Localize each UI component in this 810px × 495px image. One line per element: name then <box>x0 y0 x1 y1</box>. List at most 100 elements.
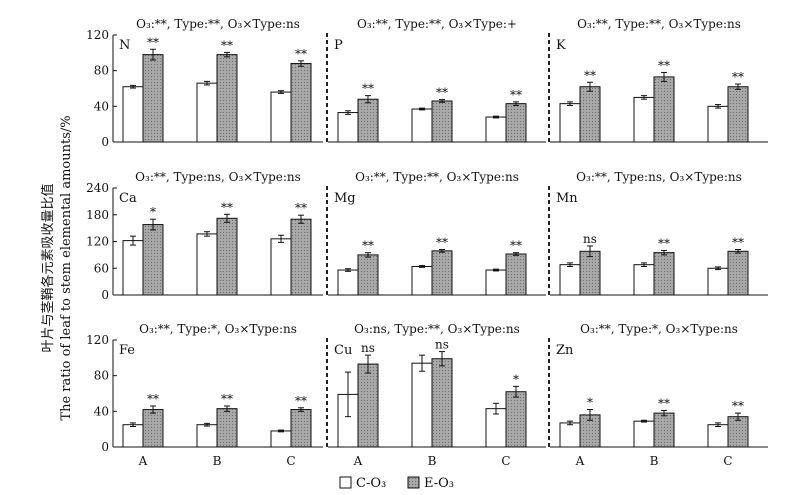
significance-label: ** <box>732 70 744 84</box>
legend-label-e-o3: E-O₃ <box>424 476 454 491</box>
legend-label-c-o3: C-O₃ <box>356 476 386 491</box>
bar-c-o3-b <box>411 362 433 448</box>
bar-e-o3-c <box>290 218 312 296</box>
significance-label: ** <box>732 236 744 250</box>
bar-e-o3-c <box>505 103 527 143</box>
bar-c-o3-c <box>707 267 729 296</box>
x-tick-label: A <box>138 454 148 468</box>
panel-fe: 0 40 80 120 Fe O₃:**, Type:*, O₃×Type:ns ** ** *… <box>86 322 323 454</box>
y-tick-label: 0 <box>101 440 109 454</box>
bar-c-o3-a <box>122 424 144 448</box>
significance-label: ** <box>221 200 233 214</box>
significance-label: ** <box>362 239 374 253</box>
significance-label: ** <box>436 236 448 250</box>
significance-label: ** <box>732 399 744 413</box>
legend-swatch-c-o3 <box>339 476 352 489</box>
bar-c-o3-a <box>559 422 581 448</box>
significance-label: ** <box>658 58 670 72</box>
significance-label: ** <box>510 88 522 102</box>
bar-e-o3-c <box>727 250 749 296</box>
significance-label: ns <box>435 338 449 352</box>
panel-label: Cu <box>334 343 352 358</box>
x-tick-label: B <box>213 454 222 468</box>
bar-e-o3-b <box>216 217 238 296</box>
significance-label: ns <box>361 341 375 355</box>
significance-label: * <box>513 372 519 386</box>
significance-label: * <box>587 396 593 410</box>
bar-c-o3-c <box>707 424 729 448</box>
x-tick-label: C <box>286 454 295 468</box>
y-tick-label: 80 <box>94 64 109 78</box>
y-tick-label: 60 <box>94 261 109 275</box>
y-tick-label: 40 <box>94 404 109 418</box>
panel-stats: O₃:ns, Type:**, O₃×Type:ns <box>354 322 520 336</box>
y-tick-label: 40 <box>94 99 109 113</box>
bar-e-o3-b <box>653 412 675 448</box>
panel-label: K <box>556 38 566 53</box>
y-tick-label: 80 <box>94 369 109 383</box>
bar-c-o3-a <box>337 269 359 296</box>
panel-mg: Mg O₃:**, Type:**, O₃×Type:ns ** ** ** <box>326 170 546 296</box>
legend: C-O₃ E-O₃ <box>339 476 454 491</box>
significance-label: ** <box>221 38 233 52</box>
significance-label: ** <box>510 239 522 253</box>
panel-label: Mn <box>556 191 578 206</box>
bar-e-o3-c <box>727 416 749 448</box>
significance-label: ** <box>658 396 670 410</box>
significance-label: ** <box>295 201 307 215</box>
bar-c-o3-b <box>196 424 218 448</box>
panel-stats: O₃:**, Type:*, O₃×Type:ns <box>139 322 297 336</box>
x-tick-label: B <box>650 454 659 468</box>
panel-ca: 0 60 120 180 240 Ca O₃:**, Type:ns, O₃×Type:ns… <box>86 170 323 302</box>
bar-c-o3-c <box>707 105 729 143</box>
bar-e-o3-a <box>357 254 379 296</box>
bar-e-o3-a <box>579 250 601 296</box>
y-tick-label: 180 <box>86 208 109 222</box>
panel-stats: O₃:**, Type:**, O₃×Type:+ <box>357 17 517 31</box>
panel-label: Fe <box>119 343 135 358</box>
y-tick-label: 0 <box>101 288 109 302</box>
x-tick-label: C <box>501 454 510 468</box>
bar-e-o3-a <box>357 363 379 448</box>
bar-e-o3-c <box>505 391 527 448</box>
x-tick-label: B <box>428 454 437 468</box>
bar-e-o3-b <box>431 358 453 448</box>
y-tick-label: 0 <box>101 135 109 149</box>
bar-c-o3-b <box>411 265 433 296</box>
panel-stats: O₃:**, Type:**, O₃×Type:ns <box>136 17 300 31</box>
significance-label: ** <box>147 35 159 49</box>
bar-c-o3-a <box>337 112 359 143</box>
bar-c-o3-a <box>122 240 144 296</box>
panel-n: 0 40 80 120 N O₃:**, Type:**, O₃×Type:ns ** ** *… <box>86 17 323 149</box>
x-tick-label: A <box>575 454 585 468</box>
panel-label: N <box>119 38 130 53</box>
panel-mn: Mn O₃:**, Type:ns, O₃×Type:ns ns ** ** <box>548 170 768 296</box>
bar-e-o3-b <box>431 100 453 143</box>
bar-c-o3-c <box>270 91 292 143</box>
bar-e-o3-a <box>142 409 164 448</box>
bar-c-o3-a <box>559 264 581 296</box>
panel-label: P <box>334 38 343 53</box>
bar-c-o3-c <box>270 238 292 296</box>
panel-stats: O₃:**, Type:ns, O₃×Type:ns <box>135 170 301 184</box>
x-tick-label: C <box>723 454 732 468</box>
bar-e-o3-c <box>290 409 312 448</box>
significance-label: ** <box>295 394 307 408</box>
significance-label: ns <box>583 232 597 246</box>
bar-e-o3-b <box>431 250 453 296</box>
significance-label: * <box>150 205 156 219</box>
bar-c-o3-a <box>122 86 144 143</box>
y-tick-label: 120 <box>86 28 109 42</box>
y-axis-label-en: The ratio of leaf to stem elemental amou… <box>59 115 74 420</box>
bar-e-o3-b <box>216 54 238 143</box>
bar-c-o3-b <box>196 233 218 296</box>
panel-stats: O₃:**, Type:ns, O₃×Type:ns <box>576 170 742 184</box>
y-tick-label: 120 <box>86 333 109 347</box>
panel-stats: O₃:**, Type:*, O₃×Type:ns <box>580 322 738 336</box>
bar-c-o3-c <box>270 430 292 448</box>
